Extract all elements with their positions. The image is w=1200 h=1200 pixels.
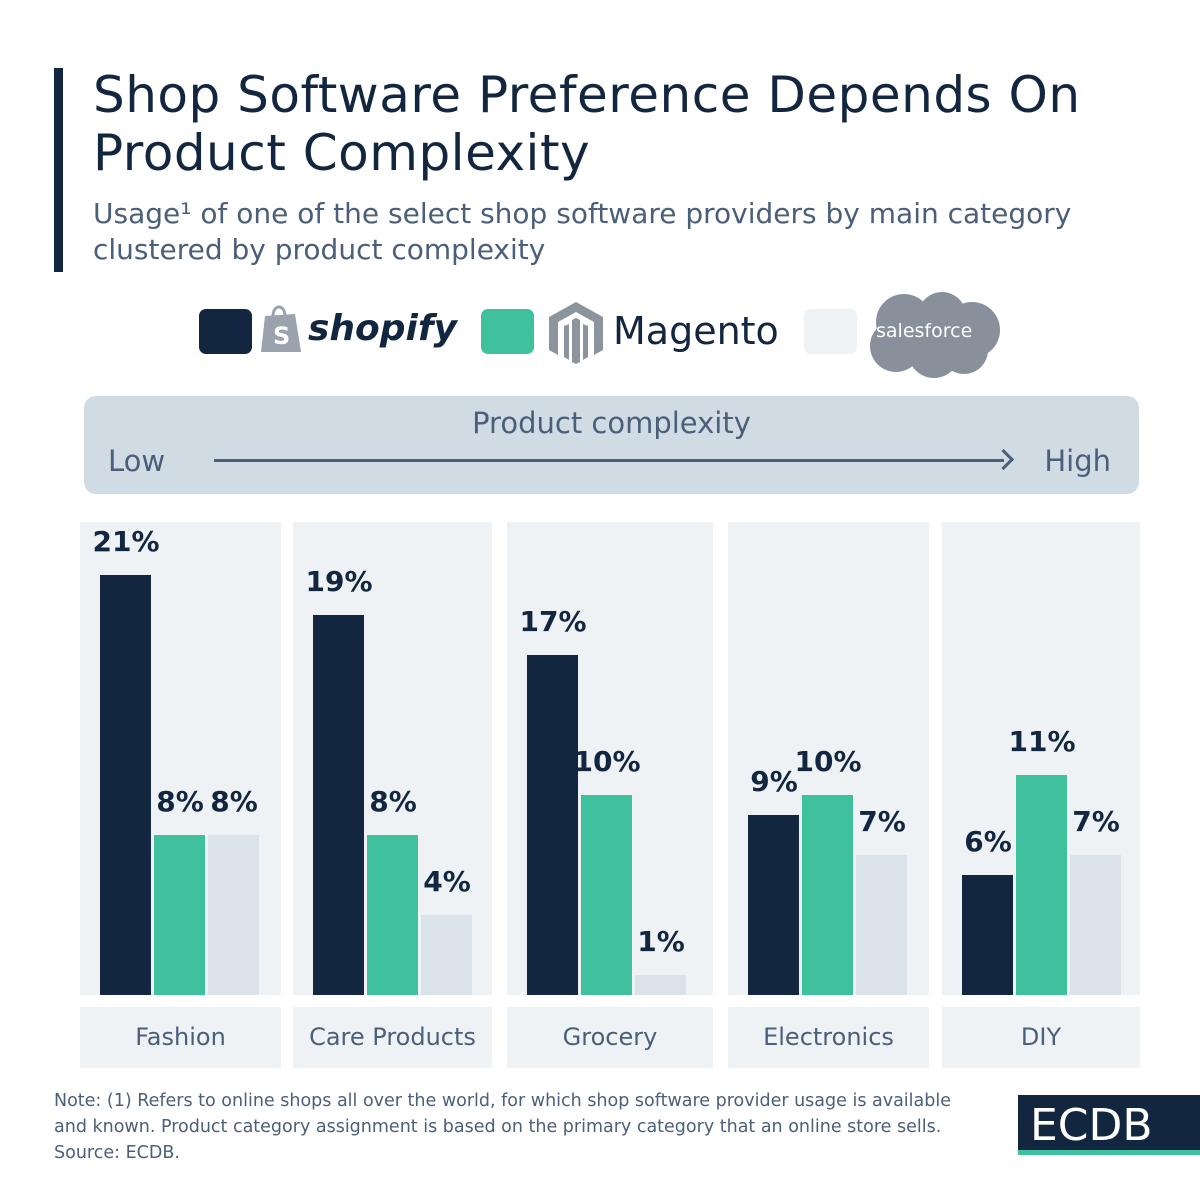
complexity-high: High [1044, 444, 1111, 478]
svg-text:S: S [273, 322, 290, 350]
bar-shopify [748, 815, 799, 995]
bar-shopify [527, 655, 578, 995]
data-label: 7% [1072, 805, 1120, 838]
data-label: 7% [858, 805, 906, 838]
legend-label-magento: Magento [613, 309, 779, 353]
data-label: 9% [750, 765, 798, 798]
data-label: 19% [305, 565, 373, 598]
data-label: 10% [573, 745, 641, 778]
legend-label-salesforce: salesforce [876, 320, 973, 342]
legend-swatch-shopify [199, 309, 252, 354]
bar-magento [802, 795, 853, 995]
bar-magento [581, 795, 632, 995]
bar-salesforce [635, 975, 686, 995]
bar-magento [367, 835, 418, 995]
bar-salesforce [856, 855, 907, 995]
bar-salesforce [421, 915, 472, 995]
bar-shopify [313, 615, 364, 995]
complexity-label: Product complexity [472, 406, 751, 440]
arrow-right-icon [992, 448, 1015, 471]
bar-shopify [100, 575, 151, 995]
data-label: 8% [156, 785, 204, 818]
shopify-bag-icon: S [261, 305, 301, 352]
complexity-scale: Product complexity Low High [84, 396, 1139, 494]
data-label: 1% [637, 925, 685, 958]
data-label: 4% [423, 865, 471, 898]
bar-shopify [962, 875, 1013, 995]
category-label: Electronics [728, 1007, 929, 1068]
complexity-low: Low [108, 444, 166, 478]
arrow-line [214, 459, 1004, 462]
chart-subtitle: Usage¹ of one of the select shop softwar… [93, 197, 1072, 266]
category-label: DIY [942, 1007, 1140, 1068]
category-label: Fashion [80, 1007, 281, 1068]
footnote: Note: (1) Refers to online shops all ove… [54, 1091, 951, 1163]
data-label: 10% [794, 745, 862, 778]
data-label: 8% [369, 785, 417, 818]
magento-logo-icon [549, 302, 603, 364]
data-label: 6% [964, 825, 1012, 858]
legend-swatch-salesforce [804, 309, 857, 354]
data-label: 11% [1008, 725, 1076, 758]
accent-bar [54, 68, 63, 272]
category-label: Care Products [293, 1007, 492, 1068]
chart-title: Shop Software Preference Depends On Prod… [93, 66, 1081, 182]
data-label: 21% [92, 525, 160, 558]
bar-magento [1016, 775, 1067, 995]
bar-salesforce [208, 835, 259, 995]
bar-salesforce [1070, 855, 1121, 995]
ecdb-logo: ECDB [1018, 1095, 1200, 1155]
salesforce-cloud-icon [870, 292, 1000, 378]
category-label: Grocery [507, 1007, 713, 1068]
bar-magento [154, 835, 205, 995]
legend-label-shopify: shopify [308, 308, 458, 349]
data-label: 8% [210, 785, 258, 818]
data-label: 17% [519, 605, 587, 638]
legend-swatch-magento [481, 309, 534, 354]
